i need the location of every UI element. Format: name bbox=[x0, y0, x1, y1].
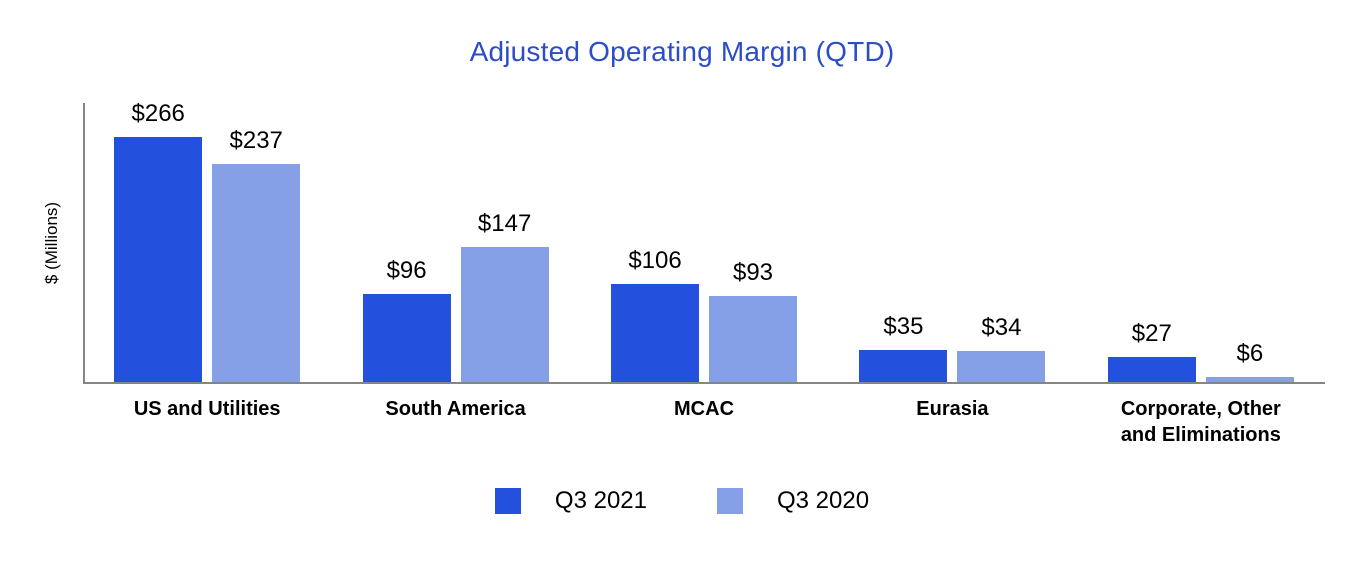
x-axis-label-eurasia: Eurasia bbox=[916, 398, 989, 420]
barcol-q3-2021-eurasia: $35 bbox=[859, 312, 948, 382]
bar-group-mcac: $106 $93 bbox=[580, 103, 828, 382]
bar-q3-2021-corporate-other-and-eliminations bbox=[1107, 357, 1196, 382]
value-label-q3-2021-eurasia: $35 bbox=[883, 312, 924, 340]
legend-item-q3-2020: Q3 2020 bbox=[717, 487, 869, 515]
x-axis-line bbox=[83, 382, 1325, 384]
barcol-q3-2020-us-and-utilities: $237 bbox=[212, 126, 301, 382]
plot-area: $266 $237 $96 $147 $106 $93 $35 $34 $27 $6 bbox=[83, 99, 1325, 384]
barcol-q3-2021-corporate-other-and-eliminations: $27 bbox=[1107, 320, 1196, 382]
legend-swatch-q3-2021 bbox=[494, 488, 521, 514]
bar-group-us-and-utilities: $266 $237 bbox=[83, 99, 331, 382]
legend: Q3 2021 Q3 2020 bbox=[0, 487, 1364, 515]
bar-q3-2020-corporate-other-and-eliminations bbox=[1205, 376, 1294, 382]
x-axis-labels: US and Utilities South America MCAC Eurasia… bbox=[83, 396, 1325, 448]
barcol-q3-2020-corporate-other-and-eliminations: $6 bbox=[1205, 339, 1294, 382]
bar-group-eurasia: $35 $34 bbox=[828, 103, 1076, 382]
value-label-q3-2020-corporate-other-and-eliminations: $6 bbox=[1236, 339, 1264, 367]
bar-group-south-america: $96 $147 bbox=[331, 103, 579, 382]
bar-group-corporate-other-and-eliminations: $27 $6 bbox=[1077, 103, 1325, 382]
barcol-q3-2021-mcac: $106 bbox=[611, 247, 700, 382]
bar-q3-2021-eurasia bbox=[859, 349, 948, 382]
legend-swatch-q3-2020 bbox=[717, 488, 743, 514]
y-axis-label: $ (Millions) bbox=[42, 201, 61, 285]
value-label-q3-2021-south-america: $96 bbox=[386, 256, 427, 284]
bar-q3-2020-south-america bbox=[460, 246, 549, 382]
barcol-q3-2020-mcac: $93 bbox=[709, 259, 798, 382]
x-axis-label-us-and-utilities: US and Utilities bbox=[133, 398, 281, 420]
x-axis-label-south-america: South America bbox=[385, 398, 526, 420]
value-label-q3-2020-us-and-utilities: $237 bbox=[229, 126, 283, 154]
value-label-q3-2020-mcac: $93 bbox=[732, 259, 774, 287]
bar-groups: $266 $237 $96 $147 $106 $93 $35 $34 $27 $6 bbox=[83, 99, 1325, 382]
value-label-q3-2021-us-and-utilities: $266 bbox=[131, 99, 185, 127]
x-axis-label-mcac: MCAC bbox=[674, 398, 735, 420]
barcol-q3-2020-eurasia: $34 bbox=[957, 313, 1046, 382]
legend-item-q3-2021: Q3 2021 bbox=[494, 487, 647, 515]
y-axis-line bbox=[83, 103, 85, 384]
bar-q3-2021-us-and-utilities bbox=[114, 136, 203, 382]
value-label-q3-2021-corporate-other-and-eliminations: $27 bbox=[1131, 320, 1172, 348]
value-label-q3-2021-mcac: $106 bbox=[628, 247, 682, 275]
bar-q3-2021-mcac bbox=[611, 284, 700, 382]
legend-label-q3-2021: Q3 2021 bbox=[554, 487, 647, 514]
value-label-q3-2020-south-america: $147 bbox=[477, 209, 532, 237]
bar-q3-2021-south-america bbox=[362, 293, 451, 382]
value-label-q3-2020-eurasia: $34 bbox=[981, 313, 1022, 341]
bar-q3-2020-mcac bbox=[709, 296, 798, 382]
chart-title: Adjusted Operating Margin (QTD) bbox=[469, 36, 895, 67]
legend-label-q3-2020: Q3 2020 bbox=[777, 487, 870, 514]
x-axis-label-corporate-other-and-eliminations: Corporate, Other and Eliminations bbox=[1120, 398, 1281, 446]
barcol-q3-2020-south-america: $147 bbox=[460, 209, 549, 382]
barcol-q3-2021-us-and-utilities: $266 bbox=[114, 99, 203, 382]
bar-q3-2020-us-and-utilities bbox=[212, 163, 301, 382]
barcol-q3-2021-south-america: $96 bbox=[362, 256, 451, 382]
bar-q3-2020-eurasia bbox=[957, 350, 1046, 382]
